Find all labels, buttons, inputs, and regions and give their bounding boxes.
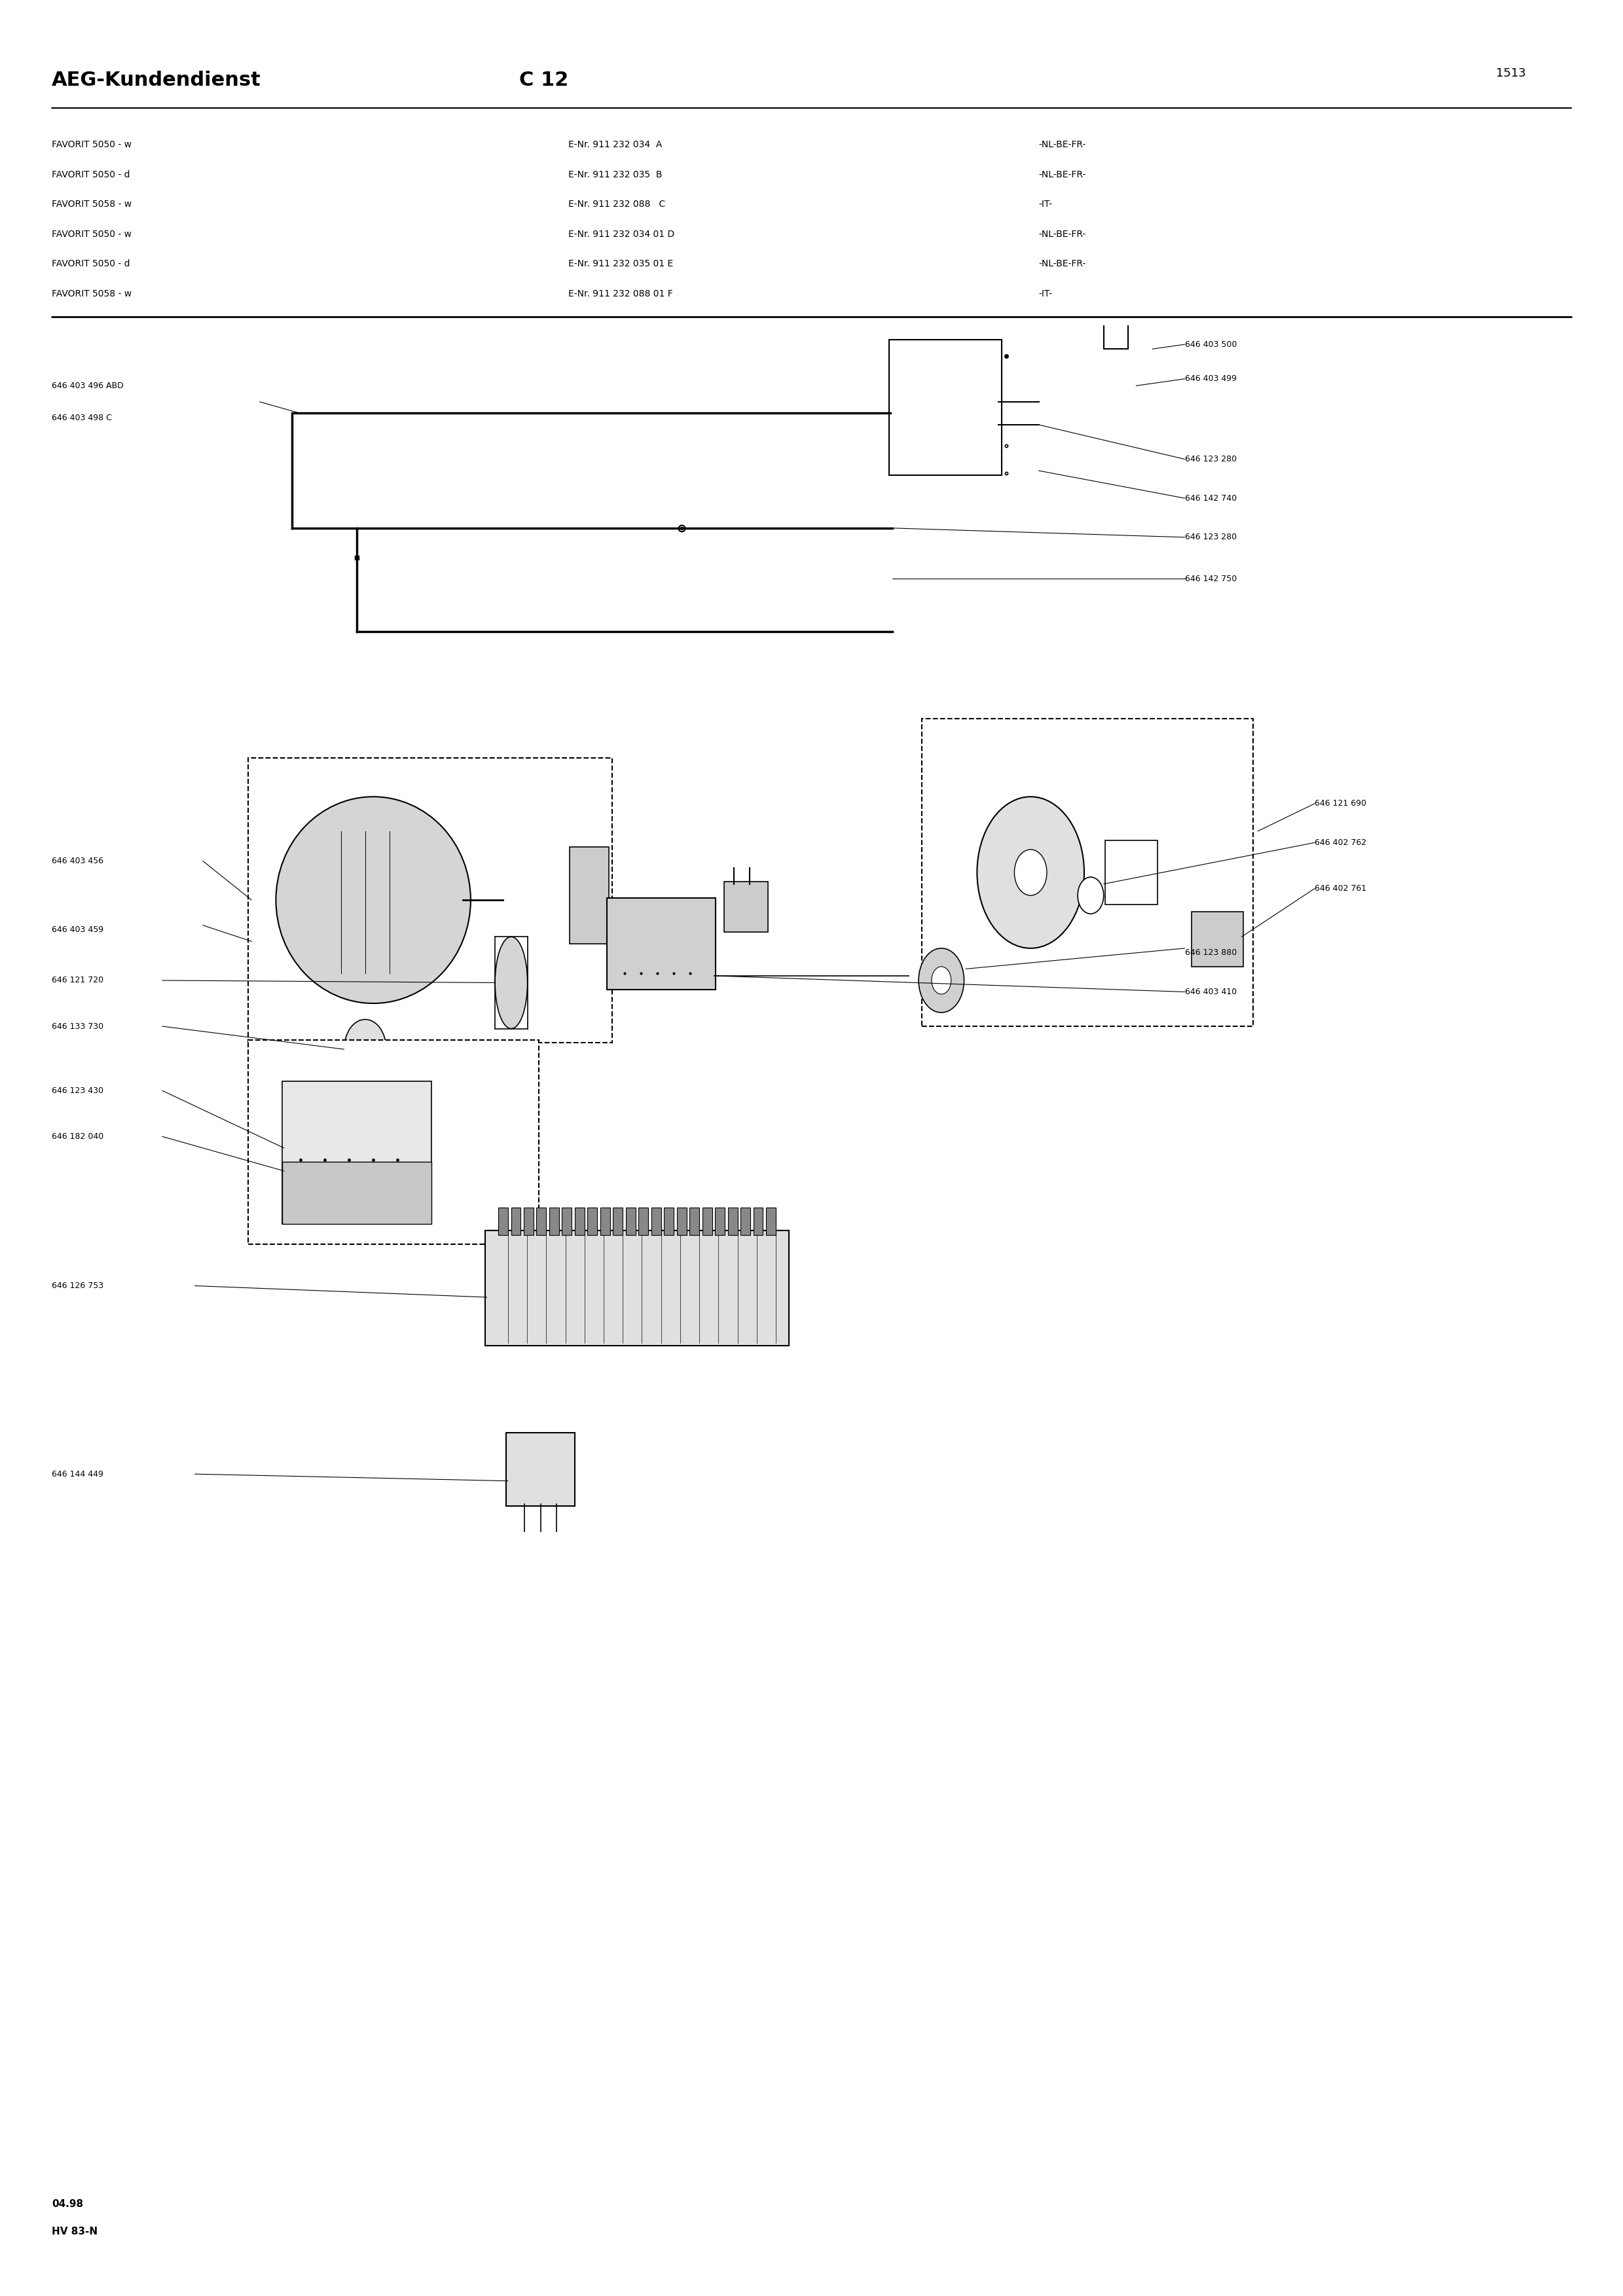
FancyBboxPatch shape — [1191, 912, 1243, 967]
FancyBboxPatch shape — [485, 1231, 789, 1345]
Text: 646 121 690: 646 121 690 — [1315, 799, 1367, 808]
Text: 646 123 430: 646 123 430 — [52, 1086, 104, 1095]
Text: 646 121 720: 646 121 720 — [52, 976, 104, 985]
Circle shape — [1078, 877, 1104, 914]
Text: 646 142 740: 646 142 740 — [1185, 494, 1237, 503]
Text: 646 403 498 C: 646 403 498 C — [52, 413, 112, 422]
FancyBboxPatch shape — [664, 1208, 674, 1235]
FancyBboxPatch shape — [677, 1208, 687, 1235]
FancyBboxPatch shape — [922, 719, 1253, 1026]
FancyBboxPatch shape — [607, 898, 716, 990]
FancyBboxPatch shape — [626, 1208, 636, 1235]
FancyBboxPatch shape — [716, 1208, 725, 1235]
Text: -NL-BE-FR-: -NL-BE-FR- — [1039, 230, 1086, 239]
FancyBboxPatch shape — [638, 1208, 648, 1235]
Text: E-Nr. 911 232 088   C: E-Nr. 911 232 088 C — [568, 200, 665, 209]
Text: E-Nr. 911 232 034  A: E-Nr. 911 232 034 A — [568, 140, 662, 149]
Text: 646 123 280: 646 123 280 — [1185, 455, 1237, 464]
Ellipse shape — [344, 1019, 386, 1079]
Text: 1513: 1513 — [1496, 67, 1526, 80]
Text: -IT-: -IT- — [1039, 200, 1052, 209]
FancyBboxPatch shape — [570, 847, 609, 944]
Text: 646 126 753: 646 126 753 — [52, 1281, 104, 1290]
FancyBboxPatch shape — [511, 1208, 521, 1235]
FancyBboxPatch shape — [537, 1208, 547, 1235]
FancyBboxPatch shape — [727, 1208, 737, 1235]
Text: FAVORIT 5058 - w: FAVORIT 5058 - w — [52, 289, 131, 298]
Text: FAVORIT 5050 - w: FAVORIT 5050 - w — [52, 140, 131, 149]
Text: -NL-BE-FR-: -NL-BE-FR- — [1039, 170, 1086, 179]
Text: 646 123 280: 646 123 280 — [1185, 533, 1237, 542]
FancyBboxPatch shape — [549, 1208, 558, 1235]
Circle shape — [977, 797, 1084, 948]
Text: -NL-BE-FR-: -NL-BE-FR- — [1039, 140, 1086, 149]
Text: AEG-Kundendienst: AEG-Kundendienst — [52, 71, 261, 90]
Text: 646 403 500: 646 403 500 — [1185, 340, 1237, 349]
FancyBboxPatch shape — [1105, 840, 1157, 905]
Circle shape — [932, 967, 951, 994]
Text: 646 123 880: 646 123 880 — [1185, 948, 1237, 957]
FancyBboxPatch shape — [282, 1081, 432, 1224]
FancyBboxPatch shape — [740, 1208, 750, 1235]
Text: FAVORIT 5050 - d: FAVORIT 5050 - d — [52, 259, 130, 269]
Text: 04.98: 04.98 — [52, 2200, 83, 2209]
FancyBboxPatch shape — [703, 1208, 712, 1235]
Text: 646 133 730: 646 133 730 — [52, 1022, 104, 1031]
Text: 646 403 496 ABD: 646 403 496 ABD — [52, 381, 123, 390]
FancyBboxPatch shape — [601, 1208, 610, 1235]
Text: -IT-: -IT- — [1039, 289, 1052, 298]
Circle shape — [919, 948, 964, 1013]
Text: 646 403 459: 646 403 459 — [52, 925, 104, 934]
FancyBboxPatch shape — [524, 1208, 534, 1235]
Text: 646 402 762: 646 402 762 — [1315, 838, 1367, 847]
FancyBboxPatch shape — [498, 1208, 508, 1235]
Text: 646 403 499: 646 403 499 — [1185, 374, 1237, 383]
Text: E-Nr. 911 232 035 01 E: E-Nr. 911 232 035 01 E — [568, 259, 674, 269]
FancyBboxPatch shape — [651, 1208, 661, 1235]
Text: FAVORIT 5050 - d: FAVORIT 5050 - d — [52, 170, 130, 179]
Text: HV 83-N: HV 83-N — [52, 2227, 97, 2236]
FancyBboxPatch shape — [506, 1433, 575, 1506]
FancyBboxPatch shape — [766, 1208, 776, 1235]
Text: E-Nr. 911 232 088 01 F: E-Nr. 911 232 088 01 F — [568, 289, 672, 298]
Text: E-Nr. 911 232 034 01 D: E-Nr. 911 232 034 01 D — [568, 230, 674, 239]
Text: 646 403 410: 646 403 410 — [1185, 987, 1237, 996]
Text: FAVORIT 5058 - w: FAVORIT 5058 - w — [52, 200, 131, 209]
FancyBboxPatch shape — [690, 1208, 700, 1235]
Text: -NL-BE-FR-: -NL-BE-FR- — [1039, 259, 1086, 269]
FancyBboxPatch shape — [575, 1208, 584, 1235]
Text: FAVORIT 5050 - w: FAVORIT 5050 - w — [52, 230, 131, 239]
FancyBboxPatch shape — [248, 1040, 539, 1244]
Ellipse shape — [276, 797, 471, 1003]
Text: 646 402 761: 646 402 761 — [1315, 884, 1367, 893]
FancyBboxPatch shape — [889, 340, 1001, 475]
FancyBboxPatch shape — [724, 882, 768, 932]
FancyBboxPatch shape — [588, 1208, 597, 1235]
FancyBboxPatch shape — [753, 1208, 763, 1235]
Text: 646 142 750: 646 142 750 — [1185, 574, 1237, 583]
Ellipse shape — [495, 937, 527, 1029]
FancyBboxPatch shape — [248, 758, 612, 1042]
FancyBboxPatch shape — [282, 1162, 432, 1224]
Text: 646 403 456: 646 403 456 — [52, 856, 104, 866]
Text: 646 144 449: 646 144 449 — [52, 1469, 104, 1479]
FancyBboxPatch shape — [613, 1208, 623, 1235]
Text: C 12: C 12 — [519, 71, 568, 90]
Circle shape — [1014, 850, 1047, 895]
Text: E-Nr. 911 232 035  B: E-Nr. 911 232 035 B — [568, 170, 662, 179]
Text: 646 182 040: 646 182 040 — [52, 1132, 104, 1141]
FancyBboxPatch shape — [562, 1208, 571, 1235]
